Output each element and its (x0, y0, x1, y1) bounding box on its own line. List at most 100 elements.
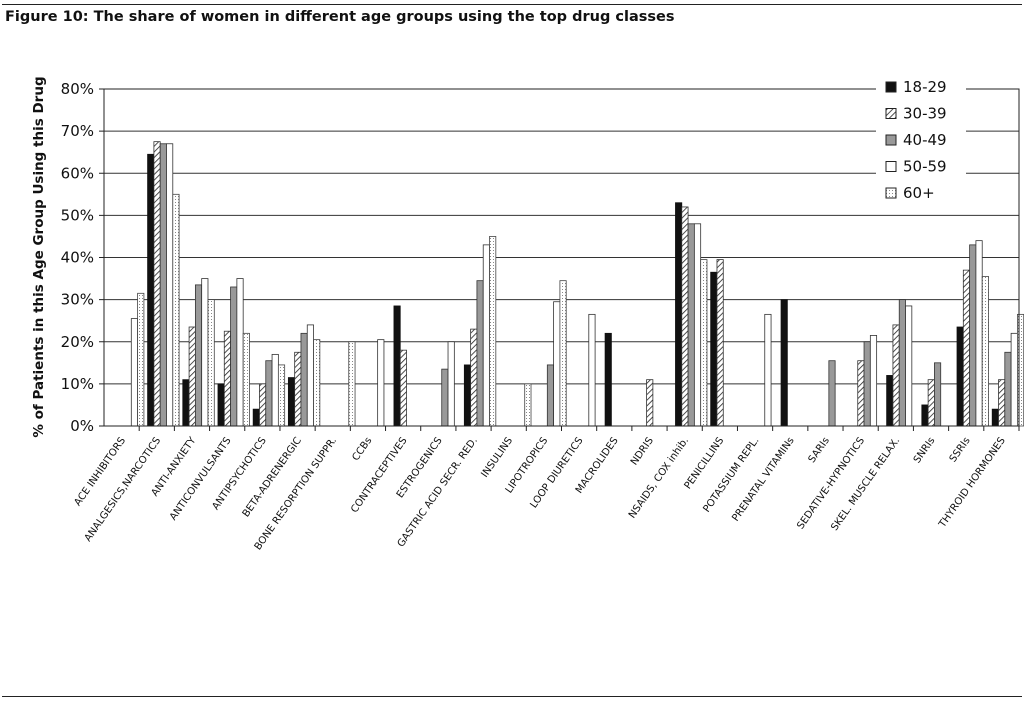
bar-50-59 (693, 223, 702, 427)
bar-18-29 (463, 364, 472, 427)
x-tick-label: INSULINS (480, 435, 516, 479)
bar-50-59 (306, 324, 314, 427)
y-tick-label: 60% (61, 164, 94, 182)
axes (103, 88, 1020, 427)
bar-50-59 (236, 278, 244, 427)
bar-30-39 (470, 328, 478, 427)
x-tick-label: NDRIS (629, 435, 656, 467)
legend-label: 40-49 (903, 131, 947, 149)
bar-18-29 (147, 153, 155, 427)
x-tick-label: SARIs (807, 435, 832, 465)
bar-30-39 (294, 351, 302, 427)
bar-40-49 (828, 360, 836, 427)
legend-label: 30-39 (903, 105, 947, 123)
bar-60plus (207, 299, 215, 427)
legend-label: 60+ (903, 184, 935, 202)
bar-60plus (242, 332, 250, 427)
bar-40-49 (441, 368, 449, 427)
y-tick-label: 50% (61, 206, 94, 224)
x-tick-label: PRENATAL VITAMINs (730, 435, 796, 523)
bar-60plus (981, 276, 989, 427)
bar-18-29 (956, 326, 964, 427)
bar-30-39 (857, 360, 865, 427)
bar-18-29 (991, 408, 999, 427)
bar-60plus (172, 193, 180, 427)
bar-30-39 (399, 349, 407, 427)
legend: 18-29 30-39 40-49 50-59 60+ (876, 74, 966, 210)
bar-50-59 (1010, 332, 1018, 427)
legend-swatch (885, 134, 897, 146)
bar-50-59 (482, 244, 490, 427)
y-tick-label: 20% (61, 333, 94, 351)
bar-60plus (348, 341, 356, 427)
bar-60plus (277, 364, 286, 427)
legend-label: 18-29 (903, 78, 947, 96)
bar-40-49 (230, 286, 238, 427)
legend-label: 50-59 (903, 158, 947, 176)
legend-swatch (885, 108, 897, 119)
bar-40-49 (969, 244, 977, 427)
bottom-rule (2, 696, 1022, 697)
bar-40-49 (159, 143, 167, 427)
bar-30-39 (153, 141, 161, 427)
bar-30-39 (646, 379, 654, 427)
bar-50-59 (447, 341, 455, 427)
x-tick-label: THYROID HORMONES (937, 435, 1008, 530)
y-tick-labels: 0% 10% 20% 30% 40% 50% 60% 70% 80% (61, 80, 94, 435)
y-tick-label: 30% (61, 291, 94, 309)
x-tick-label: SSRIs (948, 435, 973, 464)
legend-swatch (885, 187, 897, 199)
x-tick-label: SNRIs (912, 435, 938, 465)
y-tick-label: 70% (61, 122, 94, 140)
bar-50-59 (166, 143, 174, 427)
x-tick-label: ANTICONVULSANTS (168, 435, 234, 522)
bar-18-29 (182, 379, 190, 427)
legend-swatch (885, 161, 897, 172)
figure-title: Figure 10: The share of women in differe… (5, 9, 675, 25)
x-tick-label: SKEL. MUSCLE RELAX. (829, 435, 902, 533)
x-tick-label: SEDATIVE-HYPNOTICS (795, 435, 867, 531)
bar-30-39 (892, 324, 900, 427)
bar-18-29 (780, 299, 788, 427)
top-rule (2, 4, 1022, 5)
bar-60plus (700, 259, 708, 427)
bar-50-59 (271, 353, 279, 427)
bar-50-59 (588, 313, 596, 427)
bar-60plus (524, 383, 532, 427)
legend-swatch (885, 81, 897, 93)
bar-50-59 (130, 318, 139, 427)
x-tick-labels: ACE INHIBITORSANALGESICS,NARCOTICSANTI-A… (73, 435, 1008, 553)
bar-18-29 (710, 271, 718, 427)
bar-40-49 (863, 341, 871, 427)
bar-18-29 (217, 383, 225, 427)
y-axis-title: % of Patients in this Age Group Using th… (31, 76, 47, 437)
bar-60plus (137, 292, 145, 427)
bar-18-29 (287, 377, 296, 427)
bar-30-39 (188, 326, 196, 427)
y-tick-label: 80% (61, 80, 94, 98)
bar-40-49 (687, 223, 695, 427)
bar-40-49 (1004, 351, 1012, 427)
bar-18-29 (921, 404, 929, 427)
bar-50-59 (377, 339, 385, 427)
bar-30-39 (681, 206, 689, 427)
x-tick-label: CCBs (350, 435, 374, 463)
bar-40-49 (265, 360, 273, 427)
bar-50-59 (869, 335, 878, 427)
bar-60plus (559, 280, 567, 427)
bar-50-59 (553, 301, 561, 427)
x-tick-label: NSAIDS, COX inhib. (627, 435, 691, 520)
bar-18-29 (675, 202, 683, 427)
bar-30-39 (962, 269, 971, 427)
bar-40-49 (476, 280, 484, 427)
y-tick-label: 40% (61, 249, 94, 267)
bar-18-29 (393, 305, 401, 427)
bar-30-39 (259, 383, 267, 427)
bars (130, 141, 1024, 427)
y-tick-label: 10% (61, 375, 94, 393)
bar-18-29 (886, 375, 894, 427)
y-tick-label: 0% (70, 417, 94, 435)
bar-30-39 (716, 259, 724, 427)
bar-60plus (1017, 313, 1024, 427)
